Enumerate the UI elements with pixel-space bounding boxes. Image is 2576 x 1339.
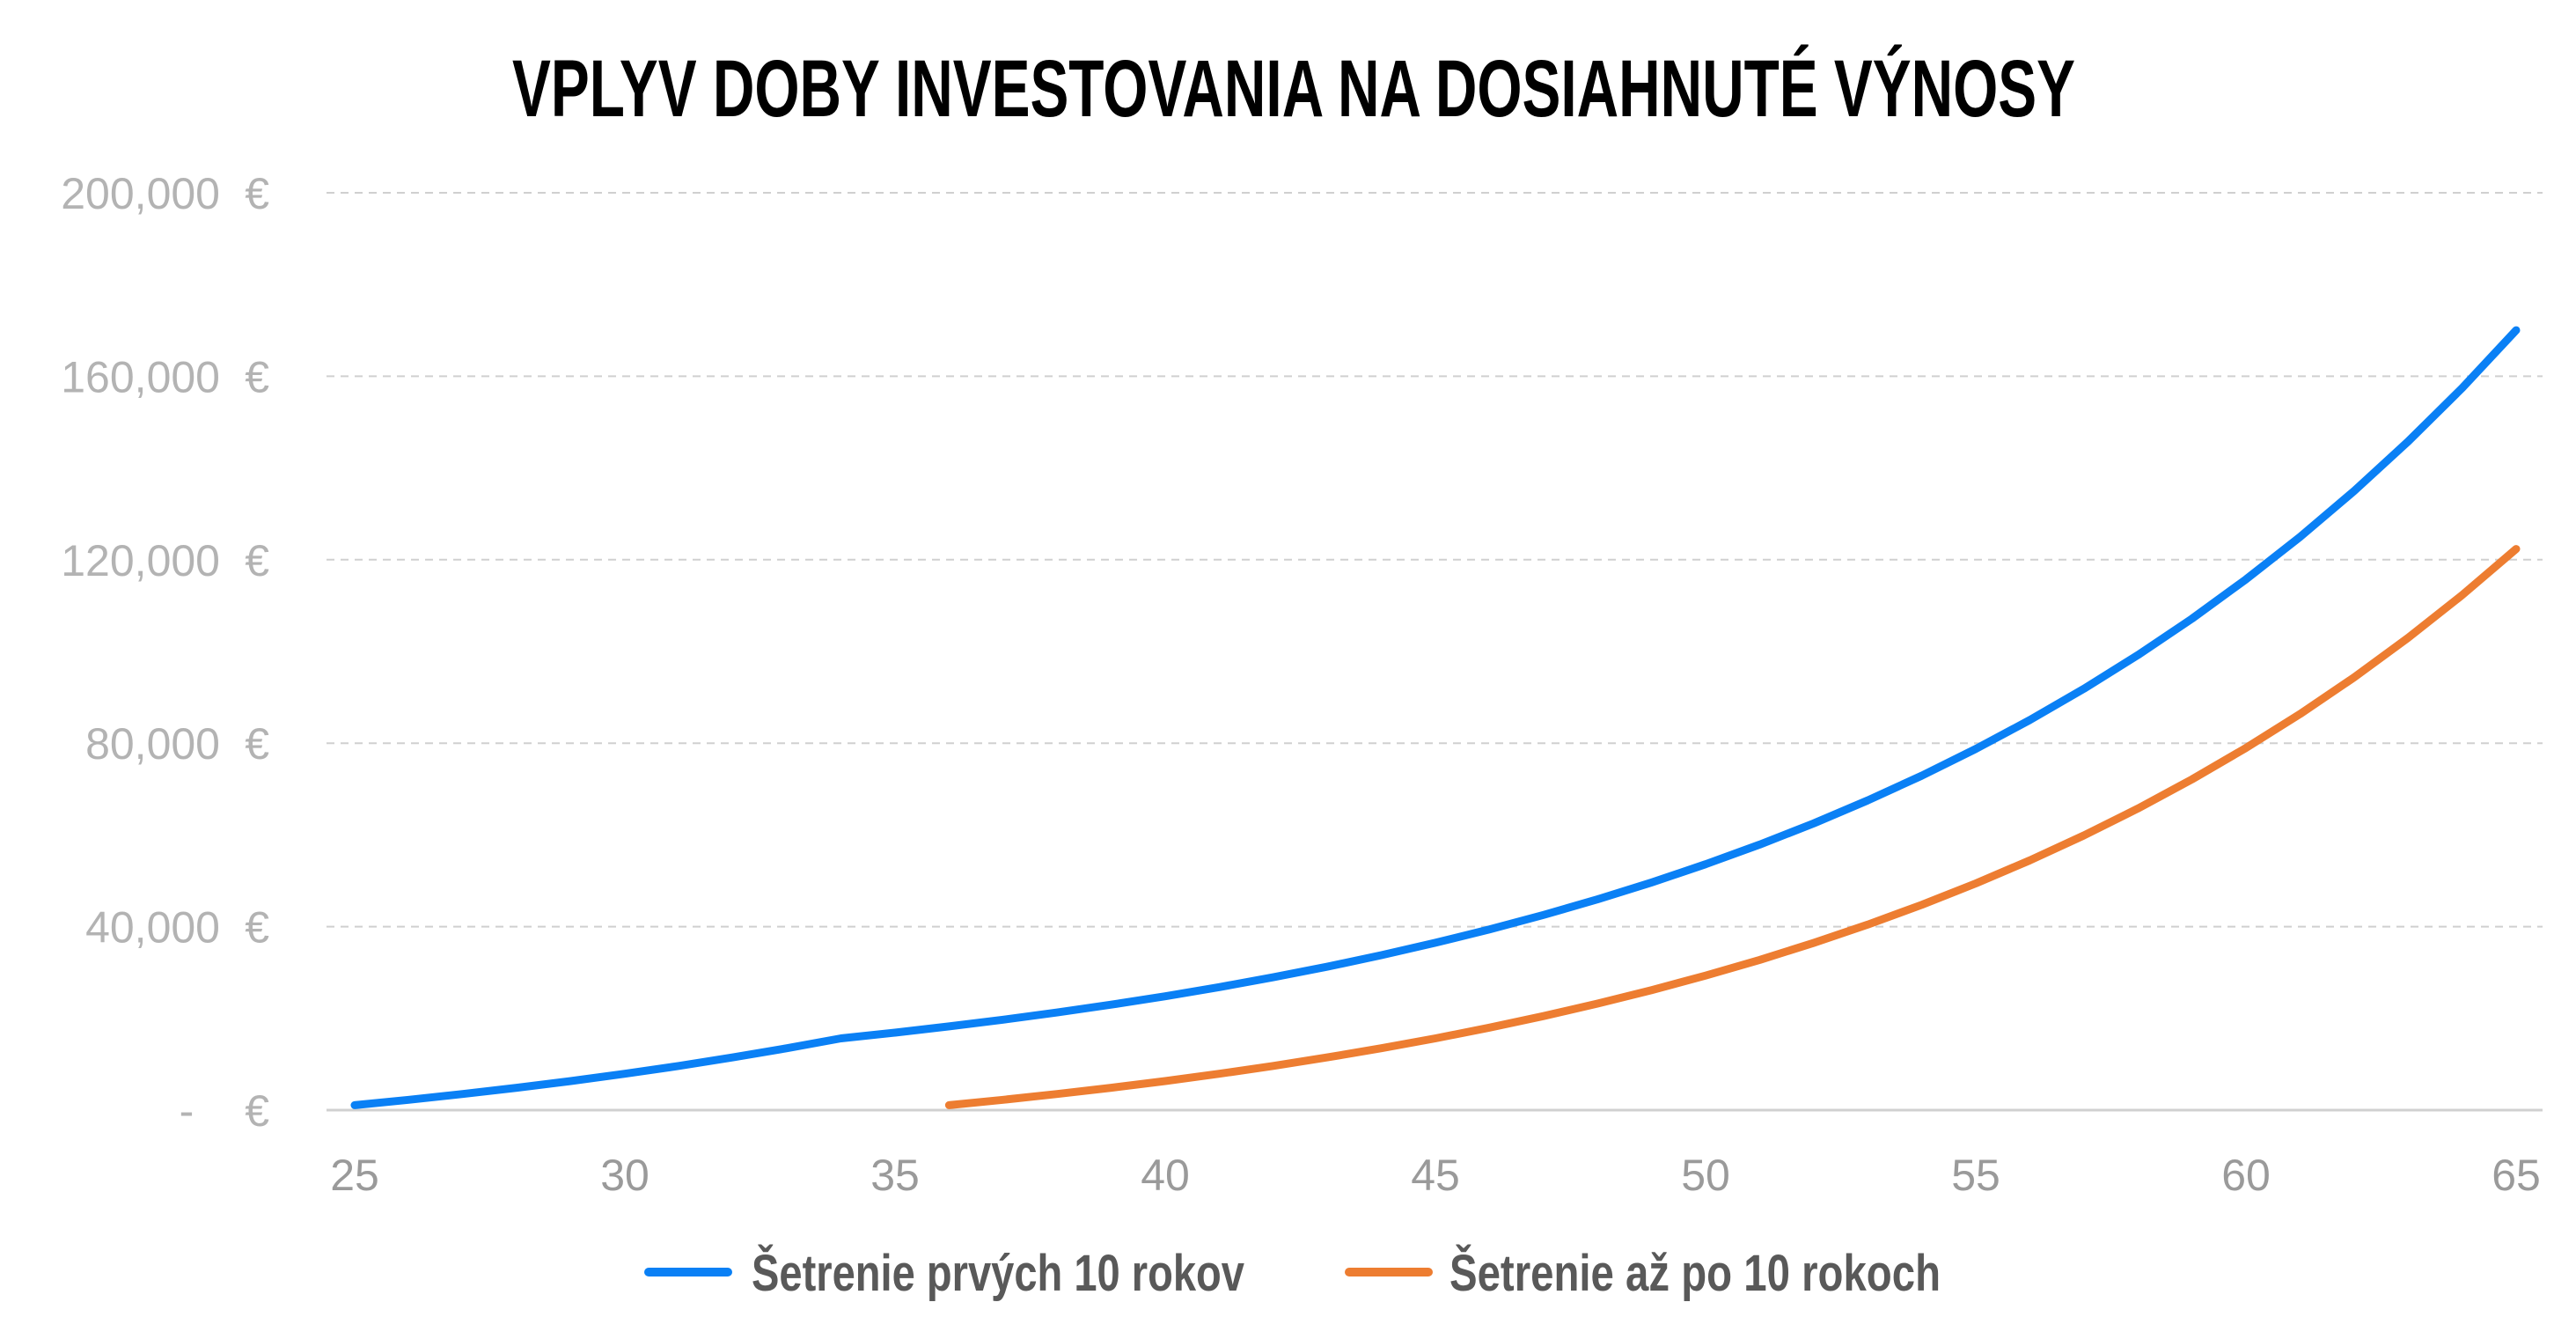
x-tick-label: 50 bbox=[1681, 1151, 1730, 1200]
y-tick-currency: € bbox=[245, 169, 269, 218]
y-tick-label: 40,000 bbox=[85, 903, 220, 953]
chart-title: VPLYV DOBY INVESTOVANIA NA DOSIAHNUTÉ VÝ… bbox=[512, 43, 2075, 134]
y-tick-label: - bbox=[180, 1086, 194, 1136]
legend-label-2: Šetrenie až po 10 rokoch bbox=[1449, 1245, 1941, 1302]
x-tick-label: 45 bbox=[1411, 1151, 1460, 1200]
y-tick-label: 200,000 bbox=[61, 169, 220, 218]
y-tick-currency: € bbox=[245, 352, 269, 401]
x-tick-label: 30 bbox=[600, 1151, 650, 1200]
x-tick-label: 55 bbox=[1951, 1151, 2000, 1200]
y-tick-label: 120,000 bbox=[61, 536, 220, 585]
y-tick-label: 160,000 bbox=[61, 352, 220, 401]
gridlines bbox=[327, 192, 2543, 1112]
legend: Šetrenie prvých 10 rokov Šetrenie až po 1… bbox=[644, 1245, 1941, 1302]
y-tick-label: 80,000 bbox=[85, 719, 220, 769]
x-tick-label: 65 bbox=[2492, 1151, 2541, 1200]
y-axis-ticks: - €40,000 €80,000 €120,000 €160,000 €200,000 € bbox=[61, 169, 269, 1136]
x-tick-label: 60 bbox=[2221, 1151, 2271, 1200]
series-line-1 bbox=[350, 326, 2521, 1109]
legend-label-1: Šetrenie prvých 10 rokov bbox=[752, 1245, 1244, 1302]
y-tick-currency: € bbox=[245, 903, 269, 953]
series-line-2 bbox=[944, 545, 2521, 1109]
y-tick-currency: € bbox=[245, 536, 269, 585]
x-tick-label: 40 bbox=[1141, 1151, 1190, 1200]
x-axis-ticks: 25 30 35 40 45 50 55 60 65 bbox=[330, 1151, 2541, 1200]
y-tick-currency: € bbox=[245, 719, 269, 769]
x-tick-label: 25 bbox=[330, 1151, 379, 1200]
y-tick-currency: € bbox=[245, 1086, 269, 1136]
series-lines bbox=[350, 326, 2521, 1109]
x-tick-label: 35 bbox=[870, 1151, 920, 1200]
